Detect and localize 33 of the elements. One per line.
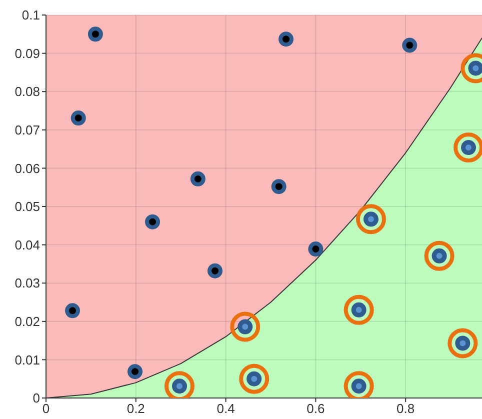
point	[356, 204, 386, 234]
point	[278, 32, 294, 47]
x-tick-label: 0.6	[306, 401, 325, 416]
point	[128, 364, 142, 380]
point	[271, 179, 286, 194]
y-tick-label: 0.06	[14, 160, 40, 176]
point	[344, 294, 374, 325]
point	[230, 312, 260, 342]
point	[424, 240, 454, 271]
point	[65, 303, 80, 318]
point	[70, 110, 86, 126]
point	[145, 214, 160, 230]
y-tick-label: 0.09	[14, 46, 40, 61]
y-tick-label: 0.1	[22, 8, 40, 23]
point	[402, 38, 418, 53]
point	[190, 171, 206, 186]
x-tick-label: 0.4	[216, 401, 235, 416]
point	[448, 328, 478, 358]
y-tick-label: 0.04	[14, 237, 40, 252]
point	[88, 26, 103, 42]
point	[239, 364, 270, 394]
y-tick-label: 0.05	[14, 199, 40, 214]
point	[308, 242, 324, 257]
x-tick-label: 0	[42, 401, 50, 416]
point	[208, 263, 223, 278]
x-tick-label: 0.8	[396, 401, 415, 416]
y-tick-label: 0.03	[14, 276, 40, 291]
x-tick-label: 0.2	[126, 401, 145, 416]
y-tick-label: 0.08	[14, 84, 40, 100]
y-tick-label: 0	[32, 390, 40, 406]
y-tick-label: 0.02	[14, 314, 40, 330]
y-tick-label: 0.07	[14, 122, 40, 138]
y-tick-label: 0.01	[14, 352, 40, 368]
